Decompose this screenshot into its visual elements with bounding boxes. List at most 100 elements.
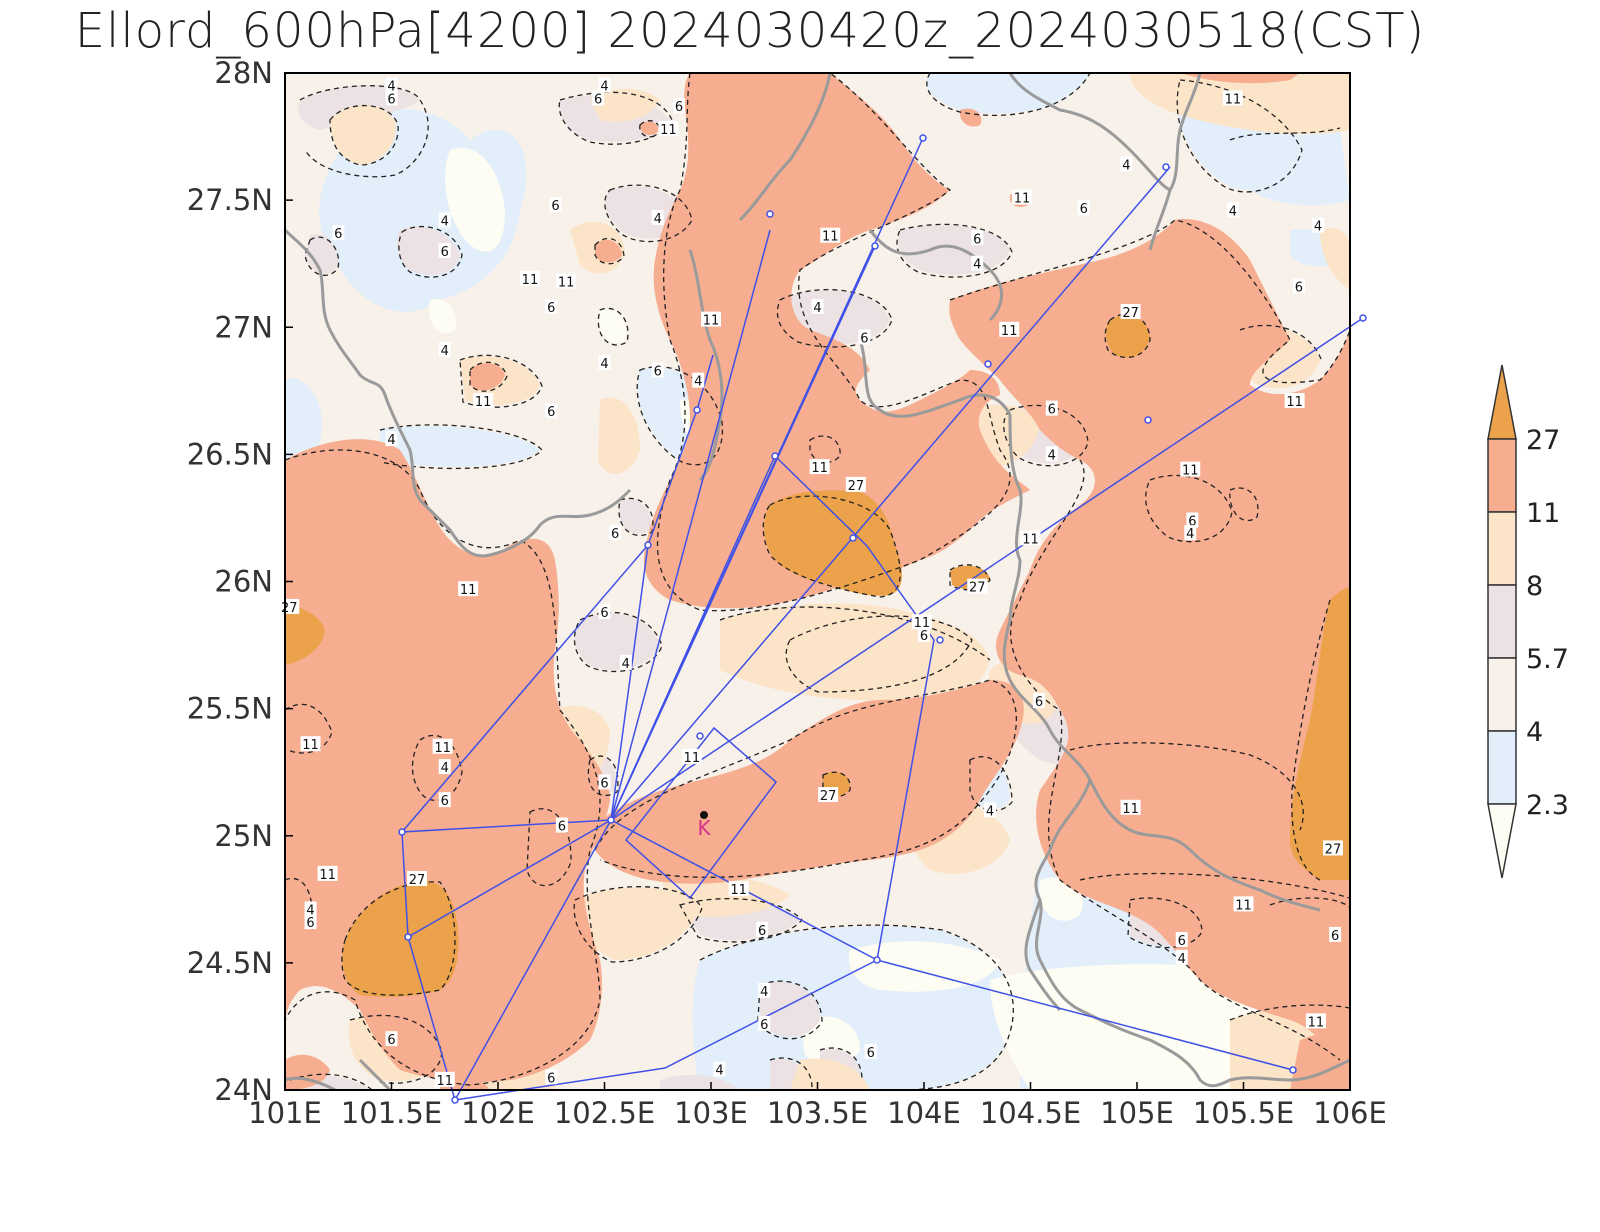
x-tick-label: 101.5E (341, 1096, 442, 1130)
contour-label-background (598, 354, 611, 370)
contour-label-background (811, 298, 824, 314)
route-line (454, 819, 612, 1101)
contour-label: 27 (848, 479, 865, 494)
contour-label-background (758, 1015, 771, 1031)
route-line (610, 317, 1364, 821)
route-line (610, 454, 935, 961)
contour-label: 4 (441, 761, 449, 776)
contour-label-background (385, 77, 398, 93)
contour-label: 6 (441, 245, 449, 260)
route-node (984, 360, 992, 368)
contour-labels: 11 11 11 11 11 11 11 11 11 11 11 11 11 11 11 11 11 11 11 11… (279, 77, 1343, 1089)
contour-label-background (820, 227, 841, 243)
contour-label-background (1292, 278, 1305, 294)
colorbar-label: 2.3 (1526, 790, 1569, 821)
contour-label: 11 (1014, 192, 1031, 207)
contour-label-background (598, 77, 611, 93)
contour-label-background (1077, 199, 1090, 215)
contour-label: 6 (1080, 202, 1088, 217)
contour-label: 11 (1001, 324, 1018, 339)
x-tick-label: 104.5E (980, 1096, 1081, 1130)
route-line (610, 166, 1171, 821)
route-line (610, 354, 714, 821)
contour-label-background (556, 273, 577, 289)
contour-label-background (1120, 303, 1141, 319)
route-lines (401, 137, 1364, 1101)
route-node (1289, 1066, 1297, 1074)
contour-label: 4 (973, 258, 981, 273)
route-node (398, 828, 406, 836)
contour-label-background (458, 581, 479, 597)
route-line (610, 245, 876, 821)
contour-label-background (438, 342, 451, 358)
route-node (644, 541, 652, 549)
contour-label-background (1305, 1013, 1326, 1029)
contour-label-background (555, 817, 568, 833)
contour-label: 11 (684, 751, 701, 766)
contour-label: 11 (558, 275, 575, 290)
route-node (771, 452, 779, 460)
contour-label: 6 (758, 924, 766, 939)
contour-label-background (758, 982, 771, 998)
contour-label: 11 (1286, 395, 1303, 410)
contour-label-background (304, 914, 317, 930)
contour-label-background (858, 329, 871, 345)
contour-label-background (434, 1071, 455, 1087)
contour-label-background (1175, 931, 1188, 947)
contour-label-background (918, 626, 930, 642)
contour-label-background (317, 865, 338, 881)
x-tick-label: 105.5E (1193, 1096, 1294, 1130)
contour-label-background (845, 476, 866, 492)
contour-label-background (385, 431, 398, 447)
route-node (693, 406, 701, 414)
contour-label: 11 (475, 395, 492, 410)
contour-label: 4 (387, 433, 395, 448)
contour-label: 4 (694, 375, 702, 390)
route-node (1144, 416, 1152, 424)
contour-label-background (728, 881, 749, 897)
contour-label-background (713, 1061, 726, 1077)
contour-label: 11 (811, 461, 828, 476)
colorbar-bottom-triangle (1487, 803, 1517, 879)
contour-label-background (1045, 446, 1058, 462)
contour-label-background (545, 403, 558, 419)
contour-label-background (598, 604, 611, 620)
contour-label: 11 (436, 1074, 453, 1089)
contour-label-background (545, 1069, 558, 1085)
colorbar-label: 4 (1526, 717, 1543, 748)
contour-label: 27 (409, 873, 426, 888)
contour-label-background (911, 614, 932, 630)
contour-label-background (673, 98, 686, 114)
contour-label-background (473, 392, 494, 408)
colorbar-segment-11-27 (1487, 438, 1517, 513)
contour-label: 6 (860, 331, 868, 346)
y-tick-label: 24.5N (187, 946, 273, 980)
contour-label: 11 (730, 883, 747, 898)
contour-label-background (967, 578, 988, 594)
contour-label: 11 (434, 741, 451, 756)
contour-label: 6 (1035, 695, 1043, 710)
contour-label: 11 (822, 230, 839, 245)
route-node (871, 242, 879, 250)
contour-label: 6 (547, 301, 555, 316)
contour-label: 11 (522, 273, 539, 288)
map-title: Ellord_600hPa[4200] 2024030420z_20240305… (74, 3, 1426, 59)
x-tick-label: 103.5E (767, 1096, 868, 1130)
contour-label: 6 (387, 1033, 395, 1048)
contour-label: 4 (986, 804, 994, 819)
contour-label-background (1186, 512, 1199, 528)
contour-label-background (1120, 799, 1141, 815)
x-tick-label: 102.5E (554, 1096, 655, 1130)
contour-label: 27 (820, 789, 837, 804)
contour-label-background (407, 870, 428, 886)
contour-label: 4 (441, 214, 449, 229)
contour-label: 4 (1122, 159, 1130, 174)
colorbar-segment-2-3-4 (1487, 730, 1517, 805)
colorbar: 27 11 8 5.7 4 2.3 (1487, 364, 1569, 879)
x-tick-label: 101E (248, 1096, 322, 1130)
route-line (454, 959, 1294, 1101)
contour-label-background (438, 242, 451, 258)
contour-label-background (1045, 400, 1058, 416)
contour-label: 6 (441, 794, 449, 809)
contour-label: 6 (1178, 934, 1186, 949)
